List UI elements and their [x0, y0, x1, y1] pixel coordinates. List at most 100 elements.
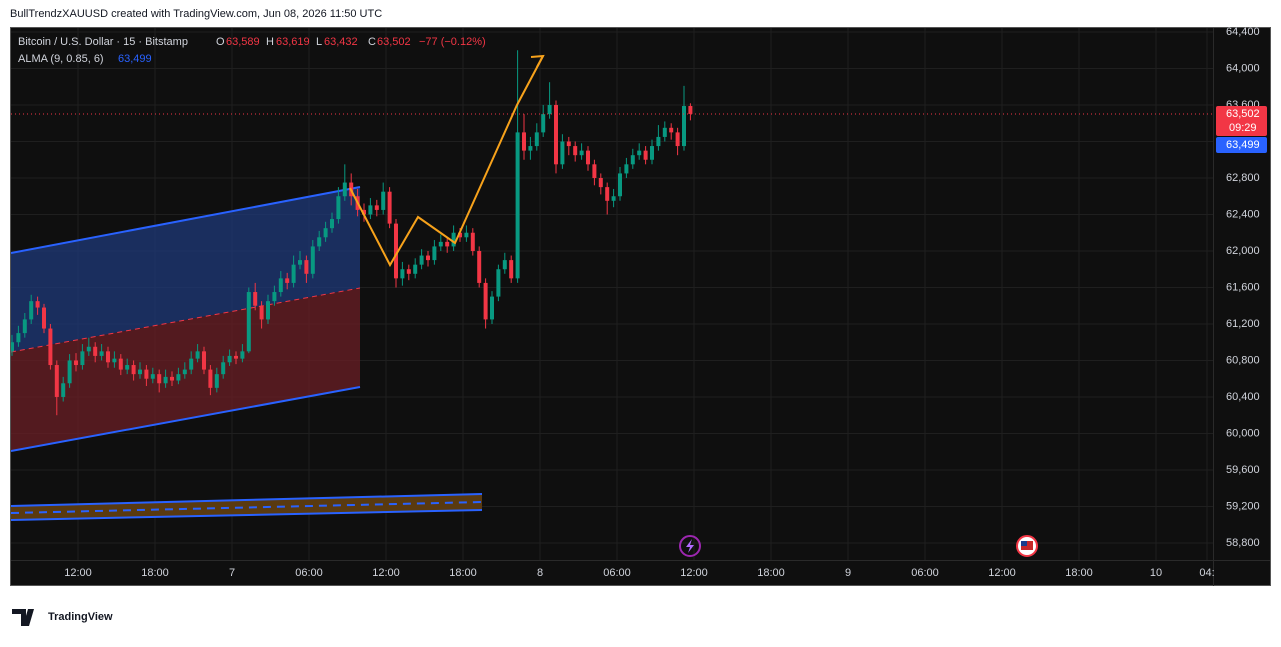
event-icons: [679, 535, 1038, 557]
indicator-box-value: 63,499: [1226, 139, 1260, 151]
candle-body: [189, 358, 194, 370]
candle-body: [272, 292, 277, 302]
candle-body: [502, 260, 507, 270]
candle-body: [29, 301, 34, 320]
candle-body: [317, 237, 322, 247]
candle-body: [323, 228, 328, 238]
band-top: [11, 493, 483, 507]
x-tick-label: 12:00: [372, 567, 400, 579]
x-tick-label: 04:: [1199, 567, 1214, 579]
candle-body: [291, 264, 296, 283]
x-tick-label: 18:00: [1065, 567, 1093, 579]
change: −77 (−0.12%): [419, 36, 486, 48]
candle-body: [573, 146, 578, 156]
x-tick-label: 12:00: [680, 567, 708, 579]
candle-body: [227, 355, 232, 363]
candle-body: [451, 232, 456, 247]
legend: Bitcoin / U.S. Dollar · 15 · Bitstamp O …: [18, 36, 486, 65]
candle-body: [74, 360, 78, 366]
c-value: 63,502: [377, 36, 411, 48]
candle-body: [566, 141, 571, 147]
candle-body: [22, 319, 27, 334]
indicator-box: [1216, 136, 1267, 153]
candle-body: [266, 301, 270, 320]
candle-body: [304, 260, 309, 274]
candle-body: [138, 369, 142, 375]
candle-body: [432, 246, 437, 261]
candle-body: [675, 132, 680, 147]
l-value: 63,432: [324, 36, 358, 48]
drawings: [11, 186, 483, 521]
candle-body: [330, 219, 334, 229]
watermark: TradingView: [12, 609, 113, 626]
candle-body: [458, 232, 462, 238]
x-tick-label: 10: [1150, 567, 1162, 579]
candle-body: [253, 292, 258, 306]
y-tick-label: 59,200: [1226, 500, 1260, 512]
x-tick-label: 7: [229, 567, 235, 579]
candle-body: [394, 223, 398, 279]
candle-body: [477, 250, 482, 283]
symbol-title: Bitcoin / U.S. Dollar · 15 · Bitstamp: [18, 36, 188, 48]
y-tick-label: 62,000: [1226, 245, 1260, 257]
event-icon[interactable]: [679, 535, 701, 557]
x-tick-label: 9: [845, 567, 851, 579]
y-tick-label: 62,800: [1226, 172, 1260, 184]
price-axis: 58,800 59,200 59,600 60,000 60,400 60,800 61,2…: [11, 26, 1270, 586]
projection-path: [349, 55, 544, 268]
h-label: H: [266, 36, 274, 48]
candle-body: [106, 351, 110, 363]
candle-body: [637, 150, 642, 156]
channel-bottom: [11, 386, 361, 452]
tv-logo: [12, 609, 34, 626]
projection-arrow: [530, 54, 545, 68]
candle-body: [381, 191, 386, 210]
candle-body: [669, 127, 674, 133]
candle-body: [144, 369, 149, 379]
candle-body: [624, 164, 629, 174]
candle-body: [387, 191, 392, 224]
candle-body: [278, 278, 283, 293]
channel-top: [11, 186, 361, 254]
candle-body: [54, 365, 59, 397]
candle-body: [240, 351, 245, 359]
candle-body: [419, 255, 424, 265]
candle-body: [464, 232, 469, 238]
o-value: 63,589: [226, 36, 260, 48]
band-mid: [11, 501, 483, 514]
h-value: 63,619: [276, 36, 310, 48]
price-box: [1216, 105, 1267, 136]
band-bottom: [11, 509, 483, 521]
y-tick-label: 58,800: [1226, 537, 1260, 549]
x-tick-label: 06:00: [911, 567, 939, 579]
candle-body: [509, 260, 514, 279]
candle-body: [528, 146, 533, 151]
candle-body: [618, 173, 622, 197]
x-tick-label: 18:00: [449, 567, 477, 579]
y-tick-label: 61,600: [1226, 281, 1260, 293]
indicator-name: ALMA (9, 0.85, 6): [18, 53, 104, 65]
channel-lower-fill: [11, 288, 360, 451]
candle-body: [534, 132, 539, 147]
y-tick-label: 60,800: [1226, 354, 1260, 366]
candle-body: [579, 150, 584, 156]
candle-body: [234, 355, 238, 359]
candle-body: [438, 241, 443, 247]
candle-body: [285, 278, 290, 283]
candle-body: [541, 114, 546, 133]
channel-upper-fill: [11, 187, 360, 352]
indicator-value: 63,499: [118, 53, 152, 65]
candle-body: [125, 365, 130, 370]
c-label: C: [368, 36, 376, 48]
y-tick-label: 64,000: [1226, 62, 1260, 74]
candle-body: [246, 292, 251, 352]
price-box-countdown: 09:29: [1229, 122, 1257, 134]
candle-body: [61, 383, 66, 397]
candle-body: [150, 374, 155, 379]
candle-body: [522, 132, 526, 151]
candle-body: [11, 342, 14, 352]
candle-body: [163, 376, 168, 384]
candle-body: [445, 241, 450, 247]
candle-body: [374, 205, 379, 210]
candle-body: [630, 155, 635, 165]
